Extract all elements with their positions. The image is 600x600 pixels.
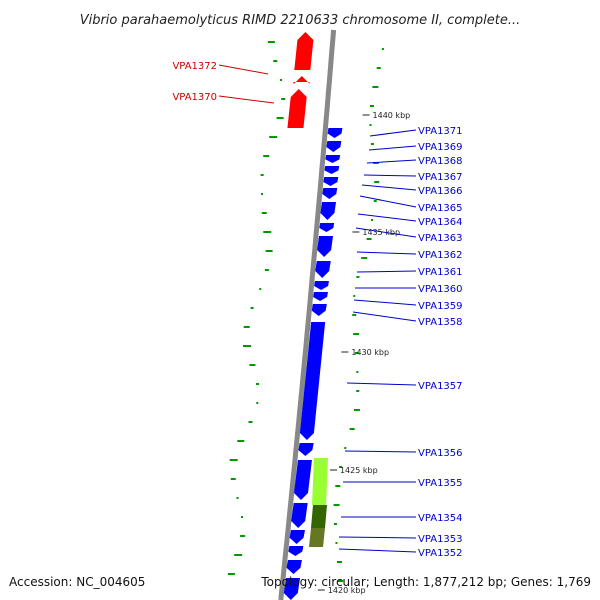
- map-title: Vibrio parahaemolyticus RIMD 2210633 chr…: [80, 13, 521, 28]
- backbone-track: [278, 29, 337, 600]
- accession-text: Accession: NC_004605: [9, 575, 145, 589]
- kbp-label: 1420 kbp: [328, 586, 366, 595]
- label-leader: [344, 450, 417, 453]
- label-leader: [218, 64, 269, 75]
- kbp-label: 1435 kbp: [362, 228, 400, 237]
- gene-arrow: [299, 322, 326, 440]
- gene-label-vpa1352: VPA1352: [418, 548, 463, 559]
- gene-arrow: [325, 155, 341, 163]
- gene-arrow: [294, 460, 312, 500]
- gene-label-vpa1361: VPA1361: [418, 267, 463, 278]
- gene-arrow: [323, 177, 339, 186]
- gene-arrow: [313, 292, 328, 301]
- label-leader: [361, 184, 417, 191]
- gene-label-vpa1360: VPA1360: [418, 284, 463, 295]
- gene-arrow: [324, 166, 340, 174]
- gene-arrow: [311, 304, 327, 316]
- gene-arrow: [326, 141, 342, 152]
- gene-arrow: [327, 128, 343, 138]
- gene-label-vpa1365: VPA1365: [418, 203, 463, 214]
- label-leader: [369, 129, 417, 137]
- gc-content-track: [227, 41, 384, 582]
- label-leader: [338, 536, 417, 539]
- feature-block: [309, 528, 325, 547]
- gene-arrow: [298, 443, 314, 456]
- label-leader: [338, 548, 417, 553]
- label-leader: [352, 311, 417, 322]
- kbp-label: 1430 kbp: [351, 348, 389, 357]
- kbp-scale: 1440 kbp 1435 kbp 1430 kbp 1425 kbp 1420 kbp: [317, 111, 411, 595]
- gene-label-vpa1354: VPA1354: [418, 513, 463, 524]
- gene-arrow: [288, 546, 304, 556]
- gene-label-vpa1363: VPA1363: [418, 233, 463, 244]
- gene-arrow: [320, 202, 337, 220]
- gene-arrow: [283, 578, 301, 600]
- gene-arrow: [294, 32, 314, 70]
- topology-summary-text: Topology: circular; Length: 1,877,212 bp…: [260, 575, 591, 589]
- label-leader: [356, 251, 417, 255]
- label-leader: [356, 270, 417, 273]
- feature-block: [312, 458, 328, 505]
- gene-arrow: [286, 560, 302, 574]
- gene-label-vpa1359: VPA1359: [418, 301, 463, 312]
- gene-arrow: [319, 223, 335, 232]
- label-leader: [346, 382, 417, 386]
- gene-arrow: [322, 188, 338, 199]
- gene-label-vpa1370: VPA1370: [172, 92, 217, 103]
- gene-label-vpa1364: VPA1364: [418, 217, 463, 228]
- gene-label-vpa1372: VPA1372: [172, 61, 217, 72]
- label-leader: [218, 95, 275, 104]
- gene-arrow: [317, 236, 334, 257]
- gene-label-vpa1353: VPA1353: [418, 534, 463, 545]
- feature-track: [309, 458, 328, 547]
- gene-arrow: [291, 503, 308, 528]
- label-leader: [359, 195, 417, 208]
- gene-label-vpa1358: VPA1358: [418, 317, 463, 328]
- gene-label-vpa1355: VPA1355: [418, 478, 463, 489]
- gene-label-vpa1368: VPA1368: [418, 156, 463, 167]
- gene-arrow: [293, 76, 310, 84]
- label-leader: [357, 213, 417, 222]
- gene-arrow: [287, 89, 307, 128]
- kbp-label: 1440 kbp: [373, 111, 411, 120]
- gene-label-vpa1369: VPA1369: [418, 142, 463, 153]
- backbone-line: [278, 29, 337, 600]
- gene-track: [283, 32, 343, 600]
- gene-label-vpa1366: VPA1366: [418, 186, 463, 197]
- label-leader: [355, 227, 417, 238]
- label-leader: [368, 145, 417, 151]
- kbp-label: 1425 kbp: [340, 466, 378, 475]
- gene-label-vpa1356: VPA1356: [418, 448, 463, 459]
- label-leader: [363, 174, 417, 177]
- label-leader: [366, 159, 417, 164]
- gene-label-vpa1367: VPA1367: [418, 172, 463, 183]
- gene-arrow: [314, 281, 329, 290]
- gene-label-vpa1362: VPA1362: [418, 250, 463, 261]
- gene-labels: VPA1372 VPA1370 VPA1371 VPA1369 VPA1368 VPA13…: [172, 61, 462, 559]
- gene-arrow: [315, 261, 331, 278]
- gene-label-vpa1371: VPA1371: [418, 126, 463, 137]
- gene-arrow: [289, 530, 305, 544]
- label-leader: [353, 299, 417, 306]
- gene-label-vpa1357: VPA1357: [418, 381, 463, 392]
- feature-block: [311, 505, 327, 528]
